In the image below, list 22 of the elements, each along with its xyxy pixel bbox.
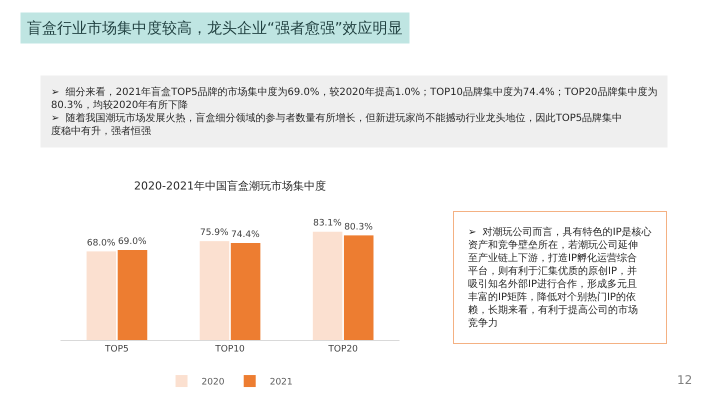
data-label: 75.9% xyxy=(200,228,230,238)
bar xyxy=(118,250,148,340)
x-tick-label: TOP20 xyxy=(327,344,358,355)
legend-label: 2020 xyxy=(202,378,225,388)
bar xyxy=(312,232,342,340)
data-label: 69.0% xyxy=(118,237,147,248)
data-label: 68.0% xyxy=(86,238,116,248)
bar xyxy=(344,235,374,340)
data-label: 80.3% xyxy=(344,222,374,232)
legend-label: 2021 xyxy=(270,378,293,388)
data-label: 74.4% xyxy=(231,230,260,240)
text: 盲盒行业市场集中度较高，龙头企业“强者愈强”效应明显 xyxy=(27,19,403,37)
bar xyxy=(200,241,230,340)
x-tick-label: TOP5 xyxy=(104,344,129,355)
text: ➢ 对潮玩公司而言，具有特色的IP是核心资产和竞争壁垒所在，若潮玩公司延伸至产业链上下游，打造IP孵化运营综合平台，则有利于汇集优质的原创IP，并吸引知名外部IP进行合作，形成多元且丰富的IP矩阵，降低对个别热门IP的依赖，长期来看，有利于提高公司的市场竞争力 xyxy=(468,226,652,329)
bar xyxy=(230,243,260,340)
chart-title: 2020-2021年中国盲盒潮玩市场集中度 xyxy=(134,179,326,192)
text: 12 xyxy=(677,373,692,387)
x-tick-label: TOP10 xyxy=(214,344,246,355)
text: ➢ 细分来看，2021年盲盒TOP5品牌的市场集中度为69.0%，较2020年提高1.0%；TOP10品牌集中度为74.4%；TOP20品牌集中度为80.3%，均较2020年有所下降 ➢ 随着我国潮玩市场发展火热，盲盒细分领域的参与者数量有所增长，但新进玩家尚不能撼动行业龙头地位，因此TOP5品牌集中度稳中有升，强者恒强 xyxy=(51,86,658,137)
bar xyxy=(86,251,116,340)
data-label: 83.1% xyxy=(313,218,342,229)
